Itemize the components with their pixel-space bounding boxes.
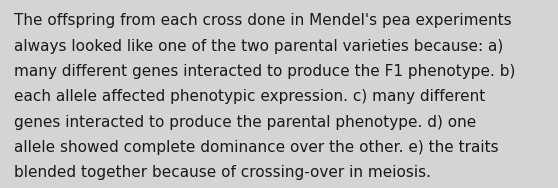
Text: genes interacted to produce the parental phenotype. d) one: genes interacted to produce the parental… (14, 115, 476, 130)
Text: many different genes interacted to produce the F1 phenotype. b): many different genes interacted to produ… (14, 64, 516, 79)
Text: allele showed complete dominance over the other. e) the traits: allele showed complete dominance over th… (14, 140, 499, 155)
Text: each allele affected phenotypic expression. c) many different: each allele affected phenotypic expressi… (14, 89, 485, 104)
Text: always looked like one of the two parental varieties because: a): always looked like one of the two parent… (14, 39, 503, 54)
Text: blended together because of crossing-over in meiosis.: blended together because of crossing-ove… (14, 165, 431, 180)
Text: The offspring from each cross done in Mendel's pea experiments: The offspring from each cross done in Me… (14, 13, 512, 28)
